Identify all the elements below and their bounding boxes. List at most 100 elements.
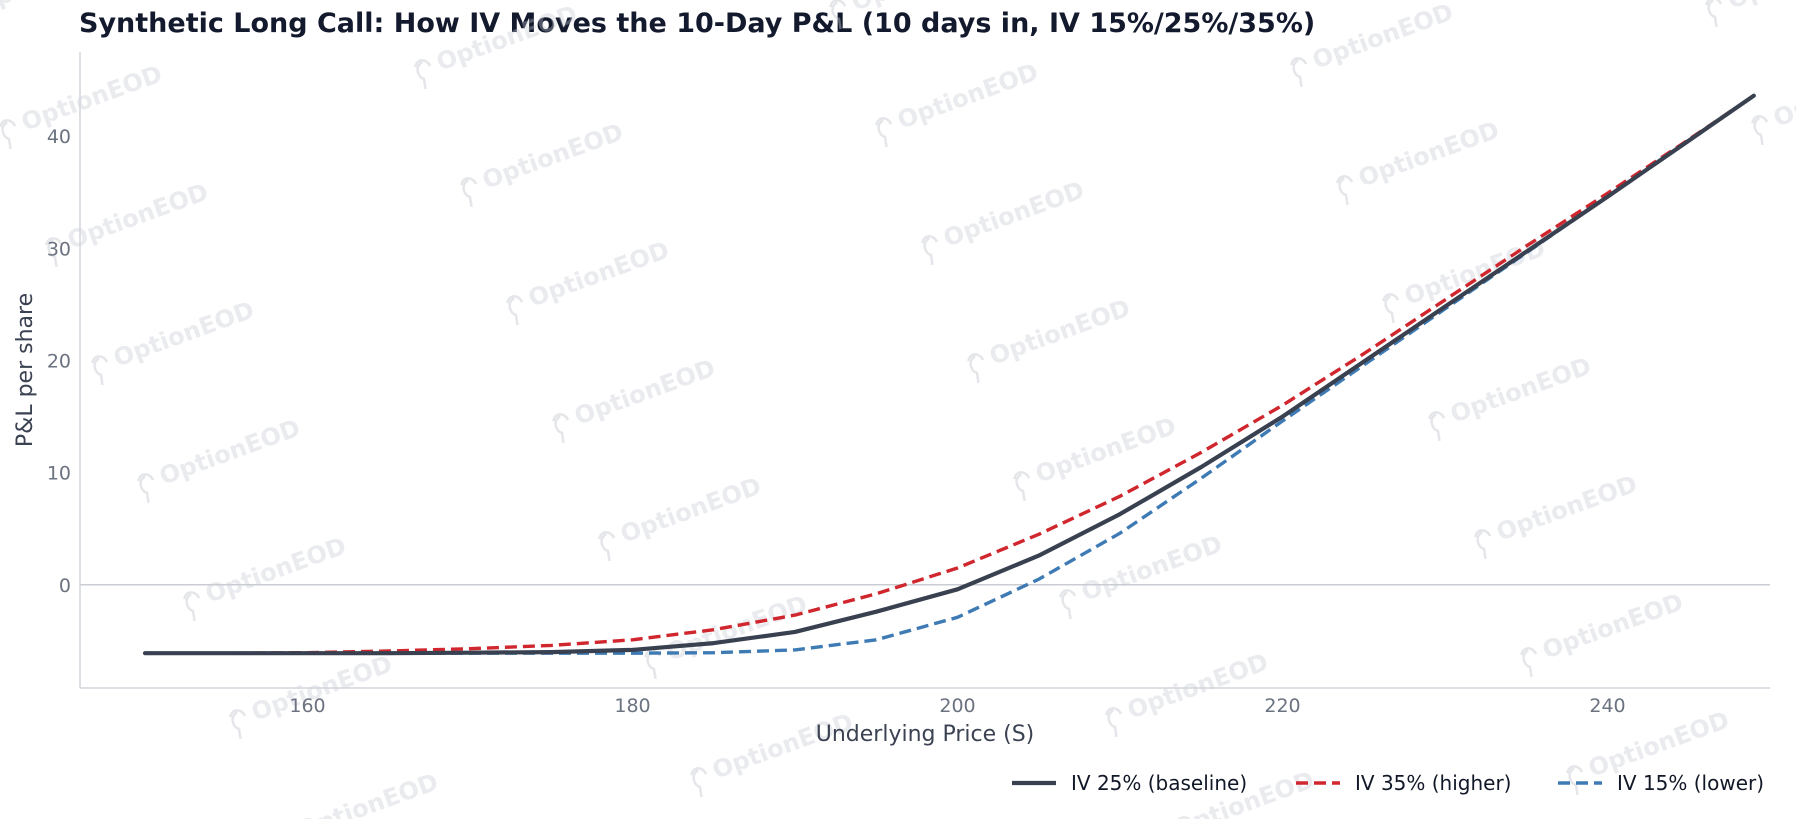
y-tick-label: 30 [47,238,71,260]
watermark: OptionEOD [967,294,1134,384]
watermark: OptionEOD [598,472,765,562]
watermark-logo-icon [1566,765,1584,796]
series-line-0 [142,93,1756,656]
watermark-text: OptionEOD [894,58,1042,135]
x-tick-labels: 160 180 200 220 240 [289,695,1625,717]
watermark-text: OptionEOD [110,296,258,373]
watermark-logo-icon [45,237,63,268]
y-tick-label: 40 [47,126,71,148]
watermark-logo-icon [1013,471,1031,502]
x-tick-label: 220 [1264,695,1300,717]
watermark: OptionEOD [552,354,719,444]
watermark: OptionEOD [1059,530,1226,620]
watermark-text: OptionEOD [1724,0,1796,14]
axes [79,52,1770,689]
legend: IV 25% (baseline) IV 35% (higher) IV 15% (… [1012,771,1764,795]
watermark-text: OptionEOD [433,0,581,76]
watermark-text: OptionEOD [1770,56,1796,133]
legend-label: IV 25% (baseline) [1071,771,1247,795]
watermark-text: OptionEOD [663,590,811,667]
x-tick-label: 160 [289,695,325,717]
watermark-text: OptionEOD [0,0,120,18]
watermark-text: OptionEOD [479,118,627,195]
watermark: OptionEOD [1705,0,1796,28]
watermark: OptionEOD [1382,234,1549,324]
watermark-text: OptionEOD [617,472,765,549]
watermark: OptionEOD [829,0,996,30]
watermark-logo-icon [1382,293,1400,324]
watermark-logo-icon [0,119,17,150]
watermark: OptionEOD [921,176,1088,266]
watermark-logo-icon [1336,175,1354,206]
watermark-logo-icon [921,235,939,266]
watermark: OptionEOD [294,768,442,819]
legend-label: IV 35% (higher) [1355,771,1511,795]
watermark: OptionEOD [506,236,673,326]
watermark-logo-icon [875,117,893,148]
watermark: OptionEOD [1336,116,1503,206]
watermark-logo-icon [229,709,247,740]
watermark-logo-icon [183,591,201,622]
watermark: OptionEOD [91,296,258,386]
watermark: OptionEOD [414,0,581,90]
watermark-text: OptionEOD [1447,352,1595,429]
watermark: OptionEOD [1105,648,1272,738]
watermark-text: OptionEOD [848,0,996,16]
watermark-logo-icon [552,413,570,444]
watermark-text: OptionEOD [1493,470,1641,547]
watermark-logo-icon [1520,647,1538,678]
watermark-logo-icon [967,353,985,384]
watermark: OptionEOD [1520,588,1687,678]
watermark: OptionEOD [137,414,304,504]
watermark-text: OptionEOD [986,294,1134,371]
y-tick-label: 10 [47,463,71,485]
watermark-logo-icon [1059,589,1077,620]
watermark: OptionEOD [1428,352,1595,442]
series-layer [142,93,1756,656]
watermark-logo-icon [598,531,616,562]
y-axis-title: P&L per share [13,293,38,447]
watermark: OptionEOD [460,118,627,208]
watermark-logo-icon [1290,57,1308,88]
watermark-logo-icon [1705,0,1723,28]
x-tick-label: 240 [1589,695,1625,717]
watermark: OptionEOD [1013,412,1180,502]
x-tick-label: 200 [939,695,975,717]
watermark-text: OptionEOD [1032,412,1180,489]
watermark-logo-icon [460,177,478,208]
legend-label: IV 15% (lower) [1617,771,1764,795]
watermark-logo-icon [506,295,524,326]
y-tick-label: 20 [47,350,71,372]
watermark: OptionEOD [183,532,350,622]
watermark-logo-icon [91,355,109,386]
watermark-logo-icon [137,473,155,504]
watermark-text: OptionEOD [64,178,212,255]
watermark-text: OptionEOD [525,236,673,313]
watermark-text: OptionEOD [1078,530,1226,607]
watermark-logo-icon [1474,529,1492,560]
y-tick-labels: 0 10 20 30 40 [47,126,71,597]
watermark-text: OptionEOD [1539,588,1687,665]
watermark-text: OptionEOD [940,176,1088,253]
watermark-text: OptionEOD [156,414,304,491]
watermark: OptionEOD [1474,470,1641,560]
watermark-logo-icon [1428,411,1446,442]
watermark-logo-icon [1751,115,1769,146]
watermark: OptionEOD [875,58,1042,148]
watermark: OptionEOD [1751,56,1796,146]
watermark-logo-icon [414,59,432,90]
watermark-text: OptionEOD [18,60,166,137]
watermark-logo-icon [829,0,847,30]
watermark-logo-icon [1105,707,1123,738]
watermark: OptionEOD [0,0,120,18]
watermark: OptionEOD [0,60,166,150]
x-axis-title: Underlying Price (S) [816,722,1035,747]
chart-title: Synthetic Long Call: How IV Moves the 10… [79,8,1316,39]
watermark-text: OptionEOD [1309,0,1457,74]
x-tick-label: 180 [614,695,650,717]
watermark: OptionEOD [1290,0,1457,88]
watermark-text: OptionEOD [571,354,719,431]
watermark-text: OptionEOD [202,532,350,609]
